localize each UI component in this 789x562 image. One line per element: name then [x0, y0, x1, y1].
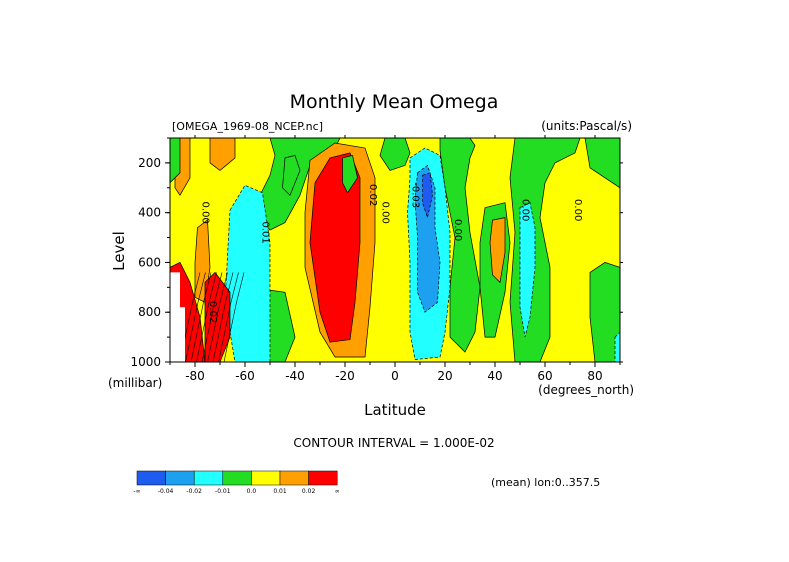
- contour-region-neu: [170, 138, 181, 184]
- contour-label: 0.00: [380, 202, 391, 224]
- contour-line: [196, 272, 217, 362]
- contour-label: 0.02: [367, 184, 378, 206]
- legend-label: -0.04: [158, 488, 174, 495]
- x-axis-label: Latitude: [364, 401, 426, 419]
- contour-region-neg2: [414, 164, 441, 313]
- contour-line: [201, 272, 223, 362]
- contour-line: [212, 272, 234, 362]
- contour-label: 0.00: [452, 219, 463, 241]
- contour-region-neu: [589, 262, 620, 362]
- contour-label: 0.00: [520, 199, 531, 221]
- plot-area: 0.000.020.010.020.00-0.030.000.00 0.00: [170, 138, 620, 362]
- legend-swatch: [279, 470, 309, 486]
- contour-label: 0.00: [200, 202, 211, 224]
- y-axis-units: (millibar): [108, 376, 162, 390]
- x-tick-label: 40: [487, 369, 502, 383]
- legend-swatch: [193, 470, 224, 486]
- y-tick-label: 1000: [130, 355, 161, 369]
- legend-swatch: [308, 470, 338, 486]
- contour-interval-text: CONTOUR INTERVAL = 1.000E-02: [293, 436, 494, 450]
- x-axis-units: (degrees_north): [538, 383, 634, 397]
- contour-region-neg1: [519, 202, 536, 338]
- x-tick-label: -80: [185, 369, 205, 383]
- contour-region-pos1: [489, 217, 506, 284]
- contour-region-neg1: [614, 331, 620, 362]
- y-axis-label: Level: [110, 231, 128, 271]
- legend-swatch: [165, 470, 195, 486]
- x-tick-label: -20: [335, 369, 355, 383]
- axes: -80 -60 -40 -20 0 20 40 60 80 200 400 600 800 1000: [130, 135, 623, 383]
- color-legend: -∞ -0.04 -0.02 -0.01 0.0 0.01 0.02 ∞: [133, 470, 340, 495]
- y-tick-label: 800: [138, 305, 161, 319]
- contour-region-neu: [379, 138, 411, 171]
- contour-line: [190, 272, 212, 362]
- contour-line: [207, 272, 228, 362]
- contour-line: [218, 272, 239, 362]
- contour-region-neu: [584, 138, 620, 189]
- contour-region-neg3: [422, 172, 433, 219]
- contour-line: [185, 272, 206, 362]
- x-tick-label: 20: [437, 369, 452, 383]
- y-tick-label: 200: [138, 156, 161, 170]
- chart-title: Monthly Mean Omega: [290, 91, 499, 113]
- contour-region-pos2: [309, 152, 361, 343]
- missing-data-region: [170, 272, 185, 362]
- mean-text: (mean) lon:0..357.5: [491, 476, 600, 489]
- legend-label: -0.01: [215, 488, 231, 495]
- x-tick-label: 0: [391, 369, 399, 383]
- contour-region-pos2: [204, 271, 231, 362]
- file-label: [OMEGA_1969-08_NCEP.nc]: [172, 120, 323, 133]
- legend-swatch: [251, 470, 281, 486]
- x-tick-label: 60: [537, 369, 552, 383]
- contour-label: 0.02: [207, 301, 218, 323]
- contour-label: -0.03: [409, 182, 420, 208]
- contour-label: 0.01: [260, 221, 271, 243]
- y-tick-label: 600: [138, 255, 161, 269]
- contour-region-pos1: [209, 138, 236, 171]
- contour-fill-group: 0.000.020.010.020.00-0.030.000.00 0.00: [170, 138, 620, 362]
- contour-region-neu: [282, 154, 301, 196]
- legend-label: -0.02: [186, 488, 202, 495]
- legend-label: ∞: [335, 488, 340, 495]
- contour-region-neu: [342, 154, 358, 194]
- x-tick-label: -40: [285, 369, 305, 383]
- legend-label: 0.0: [247, 488, 257, 495]
- legend-label: -∞: [133, 488, 140, 495]
- contour-label: 0.00: [572, 199, 583, 221]
- x-tick-label: -60: [235, 369, 255, 383]
- legend-swatch: [136, 470, 166, 486]
- x-tick-label: 80: [587, 369, 602, 383]
- legend-label: 0.01: [273, 488, 287, 495]
- contour-region-neg1: [224, 184, 271, 362]
- contour-line: [223, 272, 245, 362]
- legend-swatch: [222, 470, 252, 486]
- y-tick-label: 400: [138, 206, 161, 220]
- units-label: (units:Pascal/s): [541, 119, 632, 133]
- contour-region-neu: [439, 138, 481, 353]
- legend-label: 0.02: [302, 488, 316, 495]
